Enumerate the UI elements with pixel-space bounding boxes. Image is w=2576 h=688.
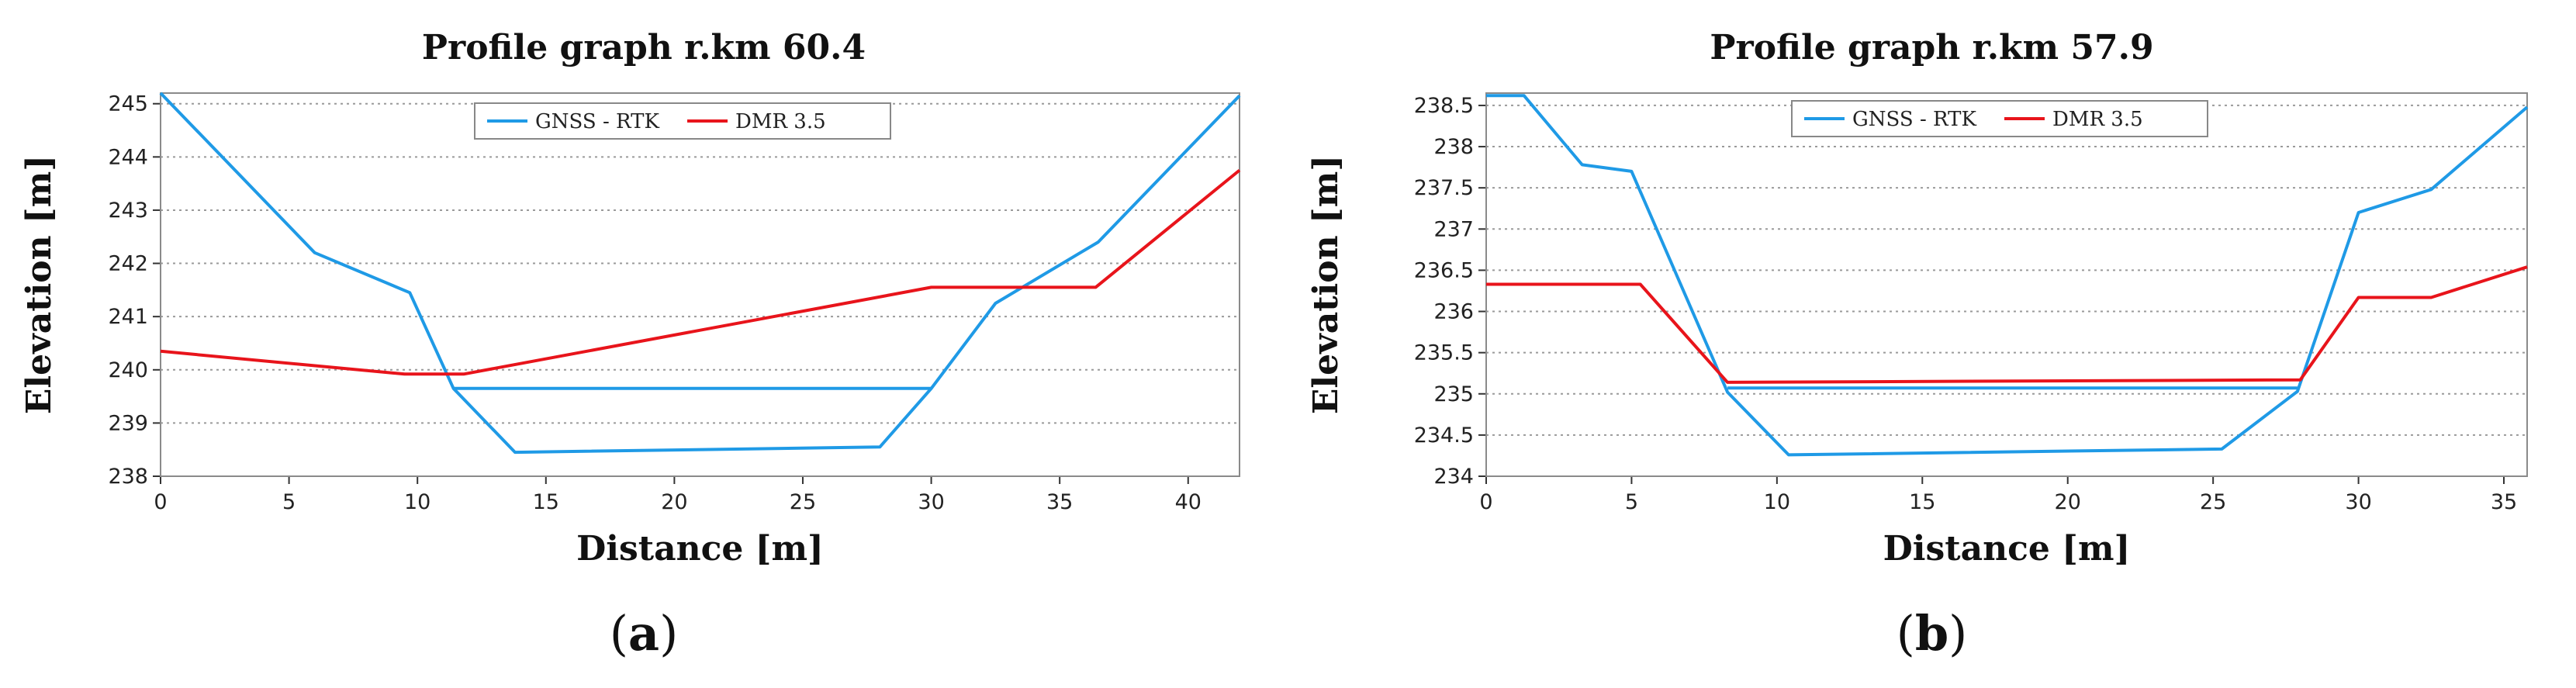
x-tick-label: 20 — [2055, 490, 2081, 514]
y-tick-label: 243 — [108, 199, 148, 223]
x-tick-label: 10 — [1764, 490, 1790, 514]
x-tick-label: 20 — [661, 490, 687, 514]
series-line-gnss-rtk — [159, 92, 1241, 455]
y-tick-label: 236.5 — [1414, 258, 1474, 282]
x-axis-label: Distance [m] — [576, 529, 824, 569]
y-tick-label: 235.5 — [1414, 341, 1474, 365]
x-tick-label: 5 — [282, 490, 296, 514]
chart-panel-b: Profile graph r.km 57.9 234 234.5 235 235.5… — [1288, 0, 2576, 688]
x-tick-label: 0 — [1479, 490, 1492, 514]
x-tick-label: 40 — [1175, 490, 1202, 514]
y-axis-label: Elevation [m] — [19, 155, 59, 414]
chart-svg: 238 239 240 241 242 243 244 245 0 5 10 15 20 25 30 35 40… — [19, 92, 1241, 569]
legend: GNSS - RTK DMR 3.5 — [1791, 100, 2208, 137]
y-tick-label: 234.5 — [1414, 424, 1474, 448]
y-tick-label: 234 — [1433, 465, 1474, 489]
y-tick-label: 238.5 — [1414, 94, 1474, 118]
x-tick-label: 30 — [2345, 490, 2371, 514]
x-tick-label: 25 — [790, 490, 816, 514]
panel-label: (a) — [609, 605, 679, 662]
panel-label: (b) — [1896, 605, 1968, 662]
y-tick-label: 242 — [108, 252, 148, 276]
x-tick-label: 15 — [533, 490, 559, 514]
x-tick-label: 35 — [2491, 490, 2517, 514]
legend-box — [474, 102, 891, 140]
y-axis-label: Elevation [m] — [1306, 155, 1346, 414]
legend: GNSS - RTK DMR 3.5 — [474, 102, 891, 140]
x-tick-label: 15 — [1909, 490, 1935, 514]
chart-panel-a: Profile graph r.km 60.4 238 239 240 241 242 2… — [19, 28, 1241, 662]
y-tick-label: 238 — [108, 465, 148, 489]
legend-label: DMR 3.5 — [2052, 108, 2143, 131]
plot-area — [160, 92, 1240, 477]
y-tick-label: 235 — [1433, 382, 1474, 406]
series-line-dmr-3-5 — [1486, 265, 2528, 384]
y-tick-label: 237 — [1433, 217, 1474, 241]
y-tick-label: 240 — [108, 358, 148, 382]
chart-title: Profile graph r.km 60.4 — [421, 28, 866, 67]
legend-box — [1791, 100, 2208, 137]
legend-label: DMR 3.5 — [735, 110, 826, 133]
y-tick-label: 237.5 — [1414, 176, 1474, 200]
x-tick-label: 30 — [918, 490, 944, 514]
x-tick-label: 5 — [1625, 490, 1638, 514]
y-tick-label: 244 — [108, 145, 148, 169]
series-line-gnss-rtk — [1486, 94, 2529, 457]
y-tick-label: 239 — [108, 411, 148, 435]
legend-label: GNSS - RTK — [1852, 108, 1976, 131]
legend-label: GNSS - RTK — [535, 110, 659, 133]
x-tick-label: 25 — [2200, 490, 2226, 514]
chart-svg: 234 234.5 235 235.5 236 236.5 237 237.5 238 238.5… — [1306, 92, 2529, 569]
series-line-dmr-3-5 — [160, 168, 1241, 376]
chart-title: Profile graph r.km 57.9 — [1710, 28, 2154, 67]
x-tick-label: 35 — [1046, 490, 1073, 514]
x-axis-label: Distance [m] — [1883, 529, 2131, 569]
y-tick-label: 238 — [1433, 135, 1474, 159]
y-tick-label: 236 — [1433, 300, 1474, 324]
y-tick-label: 241 — [108, 305, 148, 329]
x-tick-label: 10 — [404, 490, 430, 514]
y-tick-label: 245 — [108, 92, 148, 116]
x-tick-label: 0 — [154, 490, 167, 514]
